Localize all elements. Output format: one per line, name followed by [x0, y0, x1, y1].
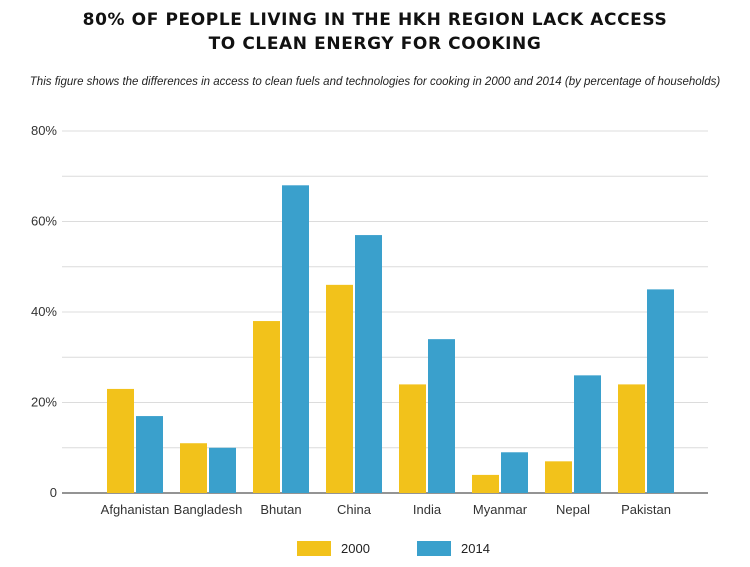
bar-2000-china — [326, 284, 353, 493]
bar-2014-bangladesh — [209, 447, 236, 493]
bar-2000-bhutan — [253, 321, 280, 493]
x-tick-label: Bangladesh — [174, 502, 243, 517]
bar-2014-pakistan — [647, 289, 674, 493]
chart-title: 80% OF PEOPLE LIVING IN THE HKH REGION L… — [0, 8, 750, 56]
y-tick-label: 40% — [31, 304, 57, 319]
bar-2000-india — [399, 384, 426, 493]
chart-title-line-1: 80% OF PEOPLE LIVING IN THE HKH REGION L… — [82, 10, 668, 30]
x-tick-label: China — [337, 502, 372, 517]
bar-2000-pakistan — [618, 384, 645, 493]
x-tick-label: Pakistan — [621, 502, 671, 517]
chart-subtitle: This figure shows the differences in acc… — [29, 76, 721, 88]
bar-2014-nepal — [574, 375, 601, 493]
bar-2000-nepal — [545, 461, 572, 493]
bar-2014-india — [428, 339, 455, 493]
legend-swatch-2000 — [297, 540, 331, 556]
legend-item-2000: 2000 — [297, 536, 370, 560]
x-tick-label: Myanmar — [473, 502, 528, 517]
bar-2014-china — [355, 235, 382, 493]
y-tick-label: 80% — [31, 123, 57, 138]
legend-label-2014: 2014 — [461, 540, 490, 556]
y-tick-label: 0 — [50, 485, 57, 500]
bar-2014-bhutan — [282, 185, 309, 494]
x-tick-label: Afghanistan — [101, 502, 170, 517]
x-tick-label: Nepal — [556, 502, 590, 517]
legend-item-2014: 2014 — [417, 536, 490, 560]
legend-label-2000: 2000 — [341, 540, 370, 556]
x-tick-label: India — [413, 502, 442, 517]
bar-2014-myanmar — [501, 452, 528, 493]
legend-swatch-2014 — [417, 540, 451, 556]
x-tick-label: Bhutan — [260, 502, 301, 517]
bar-2014-afghanistan — [136, 416, 163, 493]
chart-title-line-2: TO CLEAN ENERGY FOR COOKING — [208, 34, 542, 54]
bar-2000-myanmar — [472, 474, 499, 493]
bar-2000-bangladesh — [180, 443, 207, 493]
bar-2000-afghanistan — [107, 388, 134, 493]
legend: 2000 2014 — [0, 536, 750, 560]
y-tick-label: 60% — [31, 214, 57, 229]
y-tick-label: 20% — [31, 395, 57, 410]
